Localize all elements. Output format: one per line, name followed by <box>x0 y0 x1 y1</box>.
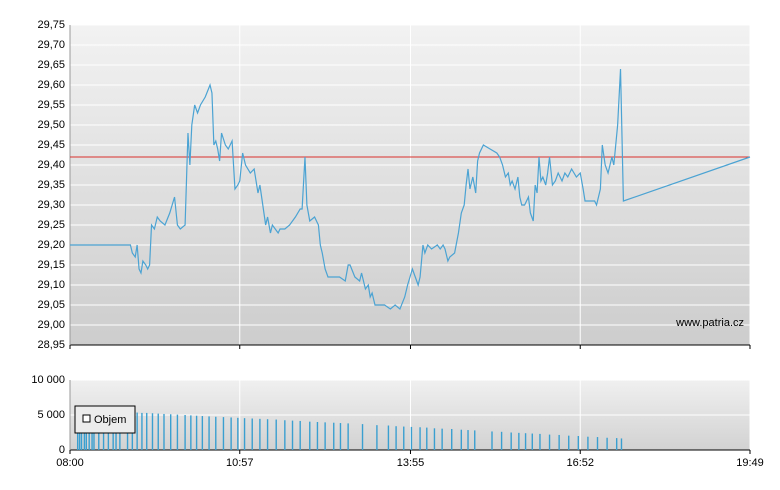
volume-bar <box>387 425 390 450</box>
y-tick-label: 10 000 <box>31 374 65 386</box>
volume-bar <box>170 414 172 450</box>
y-tick-label: 28,95 <box>37 339 65 351</box>
volume-bar <box>347 423 349 450</box>
y-tick-label: 29,40 <box>37 159 65 171</box>
volume-bar <box>316 422 319 450</box>
y-tick-label: 29,60 <box>37 79 65 91</box>
volume-bar <box>184 415 186 450</box>
volume-bar <box>491 431 493 450</box>
volume-bar <box>230 417 232 450</box>
volume-bar <box>426 427 428 450</box>
volume-bar <box>291 420 294 450</box>
volume-bar <box>558 434 560 450</box>
volume-bar <box>524 433 527 450</box>
watermark: www.patria.cz <box>675 317 744 329</box>
x-tick-label: 19:49 <box>736 457 764 469</box>
y-tick-label: 29,25 <box>37 219 65 231</box>
volume-bar <box>451 429 453 450</box>
volume-bar <box>467 430 469 450</box>
volume-bar <box>266 419 269 450</box>
volume-bar <box>339 423 342 450</box>
volume-bar <box>596 437 599 450</box>
volume-bar <box>259 418 261 450</box>
volume-bar <box>146 412 148 450</box>
volume-bar <box>333 422 335 450</box>
volume-bar <box>163 413 165 450</box>
volume-bar <box>251 418 253 450</box>
volume-bar <box>299 420 301 450</box>
volume-bar <box>309 421 311 450</box>
volume-bar <box>324 422 326 450</box>
volume-bar <box>195 415 198 450</box>
volume-bar <box>510 432 512 450</box>
volume-bar <box>410 426 413 450</box>
y-tick-label: 29,15 <box>37 259 65 271</box>
x-tick-label: 13:55 <box>397 457 425 469</box>
y-tick-label: 5 000 <box>37 409 65 421</box>
y-tick-label: 29,75 <box>37 19 65 31</box>
y-tick-label: 29,00 <box>37 319 65 331</box>
y-tick-label: 29,50 <box>37 119 65 131</box>
volume-bar <box>531 433 533 450</box>
x-tick-label: 10:57 <box>226 457 254 469</box>
price-line <box>70 68 751 310</box>
volume-bar <box>474 430 476 450</box>
y-tick-label: 29,30 <box>37 199 65 211</box>
x-tick-label: 16:52 <box>566 457 594 469</box>
legend-box <box>74 405 136 434</box>
y-tick-label: 29,35 <box>37 179 65 191</box>
volume-bar <box>518 432 520 450</box>
volume-bar <box>141 412 143 450</box>
y-tick-label: 0 <box>59 444 65 456</box>
volume-bar <box>275 419 277 450</box>
volume-bar <box>222 417 225 450</box>
volume-bar <box>460 429 463 450</box>
x-tick-label: 08:00 <box>56 457 84 469</box>
volume-bar <box>237 417 239 450</box>
volume-bar <box>441 428 443 450</box>
volume-bar <box>136 412 138 450</box>
volume-bar <box>403 426 405 450</box>
volume-bar <box>606 437 608 450</box>
y-tick-label: 29,70 <box>37 39 65 51</box>
volume-bar <box>568 435 570 450</box>
volume-bar <box>419 427 421 450</box>
volume-bar <box>284 420 286 450</box>
y-tick-label: 29,45 <box>37 139 65 151</box>
volume-bar <box>539 433 541 450</box>
volume-bar <box>176 414 179 450</box>
volume-bar <box>433 428 436 450</box>
legend-swatch <box>82 414 91 423</box>
volume-bar <box>208 416 210 450</box>
y-tick-label: 29,20 <box>37 239 65 251</box>
volume-bar <box>620 438 623 450</box>
volume-bar <box>548 434 551 450</box>
volume-bar <box>243 418 246 450</box>
volume-bar <box>361 424 364 450</box>
volume-bar <box>215 416 217 450</box>
volume-bar <box>395 426 397 450</box>
y-tick-label: 29,65 <box>37 59 65 71</box>
volume-bar <box>201 416 204 450</box>
volume-bar <box>500 431 503 450</box>
volume-bar <box>615 438 618 450</box>
volume-bar <box>151 413 154 450</box>
volume-bar <box>577 436 580 450</box>
y-tick-label: 29,55 <box>37 99 65 111</box>
y-tick-label: 29,05 <box>37 299 65 311</box>
volume-bar <box>376 425 378 450</box>
volume-bar <box>587 436 589 450</box>
legend-label: Objem <box>94 414 126 426</box>
y-tick-label: 29,10 <box>37 279 65 291</box>
volume-bar <box>190 415 192 450</box>
volume-bar <box>157 413 159 450</box>
